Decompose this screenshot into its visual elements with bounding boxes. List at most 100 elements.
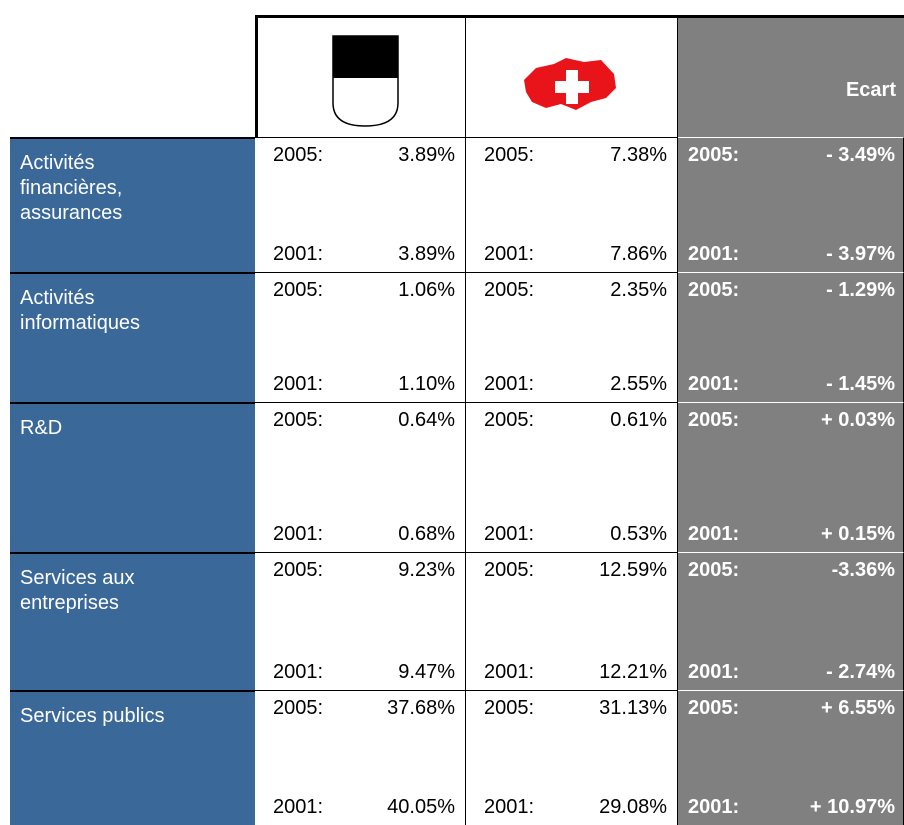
cell-line: 2005: 1.06% [273, 279, 455, 302]
data-cell: 2005: 0.64% 2001: 0.68% [255, 402, 466, 552]
data-cell: 2005: -3.36% 2001: - 2.74% [678, 552, 904, 690]
cell-line: 2005: 12.59% [484, 559, 667, 582]
value: 3.89% [398, 243, 455, 265]
row-label: Activités informatiques [10, 272, 255, 402]
value: 29.08% [599, 796, 667, 818]
cell-line: 2005: -3.36% [688, 559, 895, 582]
label-line: Activités [20, 287, 95, 309]
year: 2001: [484, 523, 535, 545]
data-cell: 2005: 3.89% 2001: 3.89% [255, 137, 466, 272]
data-cell: 2005: 31.13% 2001: 29.08% [466, 690, 678, 825]
year: 2001: [688, 243, 740, 265]
label-line: Services publics [20, 705, 165, 727]
year: 2001: [484, 243, 535, 265]
year: 2001: [484, 796, 535, 818]
cell-line: 2001: 7.86% [484, 243, 667, 266]
year: 2001: [688, 373, 740, 395]
fribourg-shield [332, 35, 399, 127]
year: 2005: [688, 559, 740, 581]
cell-line: 2005: + 6.55% [688, 697, 895, 720]
year: 2005: [484, 279, 535, 301]
year: 2005: [484, 144, 535, 166]
cell-line: 2005: - 1.29% [688, 279, 895, 302]
fribourg-header [255, 15, 466, 137]
row-label: Services publics [10, 690, 255, 825]
cell-line: 2005: 9.23% [273, 559, 455, 582]
value: 2.35% [610, 279, 667, 301]
data-cell: 2005: 1.06% 2001: 1.10% [255, 272, 466, 402]
value: -3.36% [831, 559, 895, 581]
cell-line: 2001: 29.08% [484, 796, 667, 819]
cell-line: 2001: - 2.74% [688, 661, 895, 684]
cell-line: 2005: 3.89% [273, 144, 455, 167]
data-cell: 2005: - 1.29% 2001: - 1.45% [678, 272, 904, 402]
year: 2005: [688, 279, 740, 301]
swiss-map [524, 58, 616, 110]
row-label: Activités financières, assurances [10, 137, 255, 272]
year: 2005: [273, 409, 324, 431]
value: 7.38% [610, 144, 667, 166]
data-cell: 2005: 12.59% 2001: 12.21% [466, 552, 678, 690]
year: 2001: [273, 661, 324, 683]
cell-line: 2005: 0.61% [484, 409, 667, 432]
value: 0.53% [610, 523, 667, 545]
cell-line: 2001: 9.47% [273, 661, 455, 684]
cell-line: 2005: - 3.49% [688, 144, 895, 167]
value: 7.86% [610, 243, 667, 265]
data-cell: 2005: 9.23% 2001: 9.47% [255, 552, 466, 690]
cell-line: 2001: - 1.45% [688, 373, 895, 396]
ecart-header: Ecart [678, 15, 904, 137]
cell-line: 2001: 0.53% [484, 523, 667, 546]
cell-line: 2005: 7.38% [484, 144, 667, 167]
year: 2005: [688, 144, 740, 166]
label-line: Activités [20, 152, 95, 174]
year: 2005: [484, 697, 535, 719]
year: 2005: [484, 409, 535, 431]
data-cell: 2005: 7.38% 2001: 7.86% [466, 137, 678, 272]
value: - 2.74% [826, 661, 895, 683]
value: - 3.97% [826, 243, 895, 265]
data-cell: 2005: + 6.55% 2001: + 10.97% [678, 690, 904, 825]
label-line: entreprises [20, 592, 119, 614]
label-line: R&D [20, 417, 63, 439]
cell-line: 2001: 0.68% [273, 523, 455, 546]
value: + 0.03% [821, 409, 895, 431]
value: 9.23% [398, 559, 455, 581]
year: 2001: [688, 796, 740, 818]
cell-line: 2001: 3.89% [273, 243, 455, 266]
data-cell: 2005: 2.35% 2001: 2.55% [466, 272, 678, 402]
value: + 0.15% [821, 523, 895, 545]
label-line: financières, [20, 177, 123, 199]
value: 31.13% [599, 697, 667, 719]
cell-line: 2001: + 10.97% [688, 796, 895, 819]
year: 2001: [484, 661, 535, 683]
cell-line: 2001: 2.55% [484, 373, 667, 396]
year: 2001: [484, 373, 535, 395]
value: 1.06% [398, 279, 455, 301]
value: - 1.29% [826, 279, 895, 301]
year: 2005: [484, 559, 535, 581]
year: 2001: [273, 243, 324, 265]
label-line: assurances [20, 202, 123, 224]
year: 2001: [273, 373, 324, 395]
cell-line: 2005: 37.68% [273, 697, 455, 720]
year: 2001: [273, 523, 324, 545]
value: 0.61% [610, 409, 667, 431]
year: 2005: [688, 697, 740, 719]
cell-line: 2001: - 3.97% [688, 243, 895, 266]
year: 2001: [688, 661, 740, 683]
value: 0.64% [398, 409, 455, 431]
year: 2005: [688, 409, 740, 431]
year: 2005: [273, 697, 324, 719]
year: 2001: [273, 796, 324, 818]
cell-line: 2005: 2.35% [484, 279, 667, 302]
value: 40.05% [387, 796, 455, 818]
year: 2005: [273, 559, 324, 581]
label-line: informatiques [20, 312, 141, 334]
value: 9.47% [398, 661, 455, 683]
value: 12.21% [599, 661, 667, 683]
value: - 1.45% [826, 373, 895, 395]
value: 2.55% [610, 373, 667, 395]
label-line: Services aux [20, 567, 135, 589]
